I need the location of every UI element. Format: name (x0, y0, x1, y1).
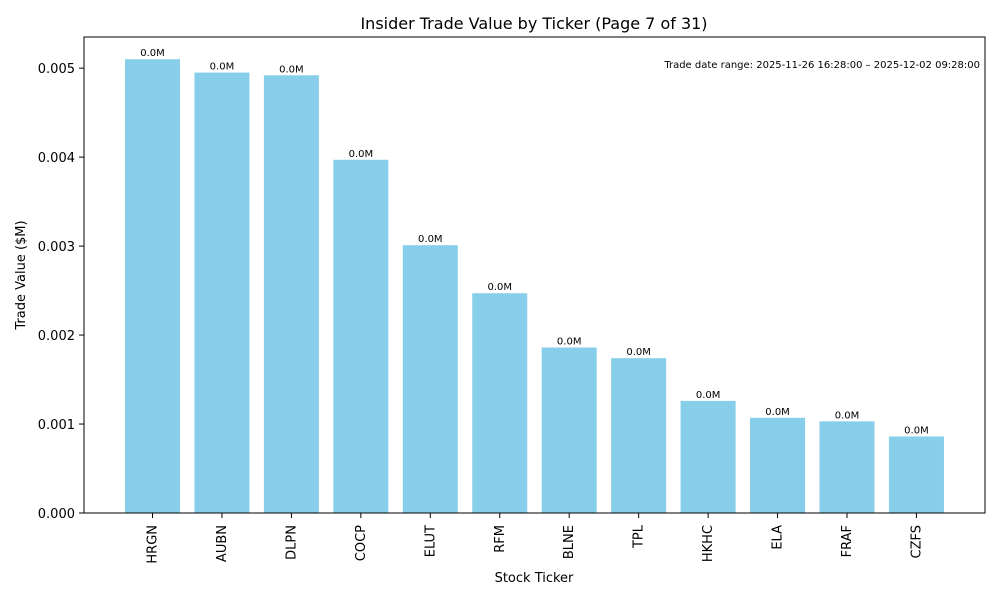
bar-aubn (194, 72, 250, 513)
y-tick-label: 0.000 (38, 507, 75, 522)
bar-value-label: 0.0M (765, 407, 790, 418)
x-tick-label: COCP (354, 525, 369, 561)
bar-value-label: 0.0M (835, 410, 860, 421)
x-tick-label: HRGN (146, 525, 161, 564)
bar-tpl (611, 358, 667, 513)
trade-date-annotation: Trade date range: 2025-11-26 16:28:00 – … (663, 60, 980, 71)
x-tick-label: CZFS (909, 525, 924, 558)
bar-elut (402, 245, 458, 513)
bar-value-label: 0.0M (626, 347, 651, 358)
bar-value-label: 0.0M (349, 149, 374, 160)
x-tick-label: TPL (632, 524, 647, 549)
bar-value-label: 0.0M (210, 62, 235, 73)
bar-labels-group: 0.0M 0.0M 0.0M 0.0M 0.0M 0.0M 0.0M 0.0M 0.0M 0.0M… (140, 48, 928, 436)
x-tick-label: AUBN (215, 525, 230, 562)
bar-rfm (472, 293, 528, 513)
x-tick-label: RFM (493, 525, 508, 553)
y-tick-label: 0.001 (38, 418, 75, 433)
bar-fraf (819, 421, 875, 513)
x-tick-label: ELUT (423, 525, 438, 557)
bar-value-label: 0.0M (140, 48, 165, 59)
bar-ela (750, 417, 806, 513)
bar-dlpn (263, 75, 319, 513)
bar-blne (541, 347, 597, 513)
bar-value-label: 0.0M (487, 282, 512, 293)
bar-value-label: 0.0M (696, 390, 721, 401)
x-tick-label: HKHC (701, 525, 716, 562)
bar-value-label: 0.0M (557, 337, 582, 348)
bars-group (125, 59, 944, 514)
x-tick-label: FRAF (840, 525, 855, 557)
x-tick-label: DLPN (284, 525, 299, 560)
x-axis: HRGN AUBN DLPN COCP ELUT RFM BLNE TPL HKHC ELA FRA… (146, 513, 924, 564)
bar-hrgn (125, 59, 180, 514)
chart-title: Insider Trade Value by Ticker (Page 7 of… (360, 14, 707, 33)
bar-value-label: 0.0M (279, 64, 304, 75)
x-axis-label: Stock Ticker (495, 571, 574, 586)
y-tick-label: 0.005 (38, 62, 75, 77)
y-tick-label: 0.002 (38, 329, 75, 344)
bar-czfs (888, 436, 944, 513)
x-tick-label: ELA (771, 525, 786, 550)
bar-value-label: 0.0M (904, 425, 929, 436)
bar-hkhc (680, 400, 736, 513)
y-tick-label: 0.003 (38, 240, 75, 255)
plot-frame (83, 36, 986, 514)
bar-cocp (333, 159, 389, 513)
x-tick-label: BLNE (562, 525, 577, 559)
y-axis: 0.000 0.001 0.002 0.003 0.004 0.005 (38, 62, 84, 522)
bar-value-label: 0.0M (418, 234, 443, 245)
y-axis-label: Trade Value ($M) (14, 220, 29, 330)
y-tick-label: 0.004 (38, 151, 75, 166)
